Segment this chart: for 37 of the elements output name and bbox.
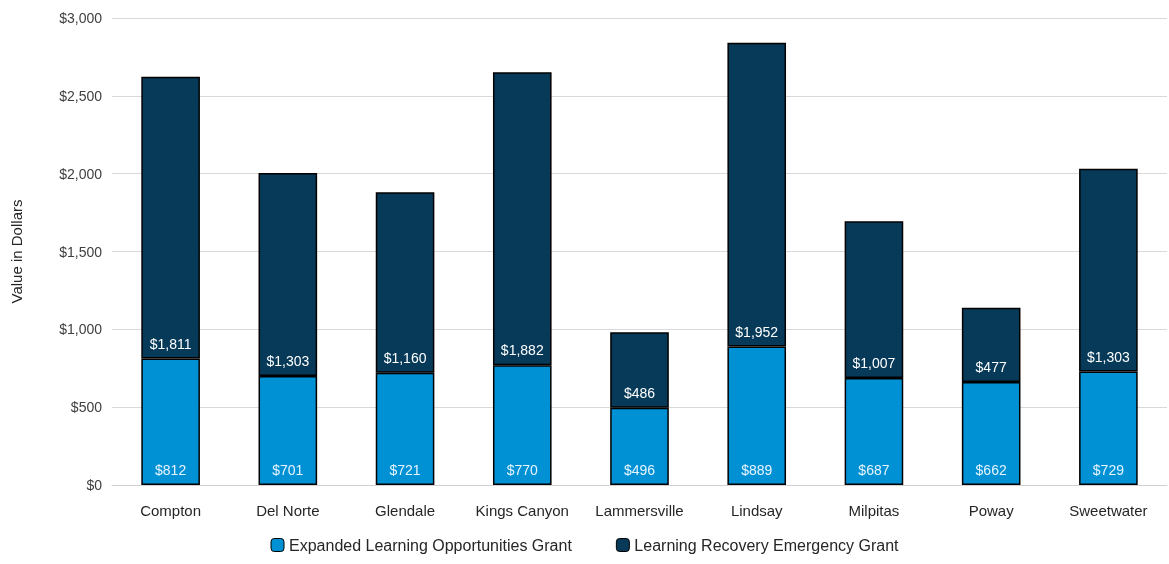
y-tick-label: $1,000 xyxy=(59,321,103,338)
data-label: $1,811 xyxy=(149,335,192,352)
data-label: $889 xyxy=(741,462,773,478)
data-label: $1,007 xyxy=(852,355,896,372)
data-label: $1,303 xyxy=(266,352,310,369)
data-label: $477 xyxy=(975,358,1007,375)
data-label: $1,952 xyxy=(735,323,779,340)
data-label: $1,160 xyxy=(383,349,427,366)
data-label: $721 xyxy=(389,462,421,478)
x-tick-label: Del Norte xyxy=(256,502,320,519)
data-label: $1,882 xyxy=(500,342,544,359)
y-tick-label: $3,000 xyxy=(59,10,103,26)
x-tick-label: Compton xyxy=(140,502,202,519)
x-tick-label: Sweetwater xyxy=(1069,502,1148,519)
y-tick-label: $500 xyxy=(70,399,103,416)
data-label: $812 xyxy=(155,462,187,478)
legend-label: Expanded Learning Opportunities Grant xyxy=(289,536,573,554)
x-tick-label: Poway xyxy=(968,502,1015,519)
x-tick-label: Lammersville xyxy=(595,502,684,519)
data-label: $486 xyxy=(623,384,656,401)
data-label: $770 xyxy=(506,462,539,478)
x-tick-label: Milpitas xyxy=(848,502,900,519)
x-tick-label: Kings Canyon xyxy=(475,502,569,519)
y-tick-label: $0 xyxy=(86,477,103,493)
x-tick-label: Glendale xyxy=(375,502,436,519)
legend-label: Learning Recovery Emergency Grant xyxy=(634,536,900,554)
x-tick-label: Lindsay xyxy=(730,502,784,519)
y-tick-label: $2,000 xyxy=(59,165,103,182)
data-label: $1,303 xyxy=(1086,348,1131,365)
data-label: $729 xyxy=(1092,462,1125,478)
data-label: $662 xyxy=(975,462,1007,478)
data-label: $701 xyxy=(272,462,304,478)
data-label: $496 xyxy=(623,462,656,478)
y-tick-label: $2,500 xyxy=(59,87,103,104)
data-label: $687 xyxy=(858,462,890,478)
y-tick-label: $1,500 xyxy=(59,243,103,260)
y-axis-title: Value in Dollars xyxy=(8,199,25,304)
